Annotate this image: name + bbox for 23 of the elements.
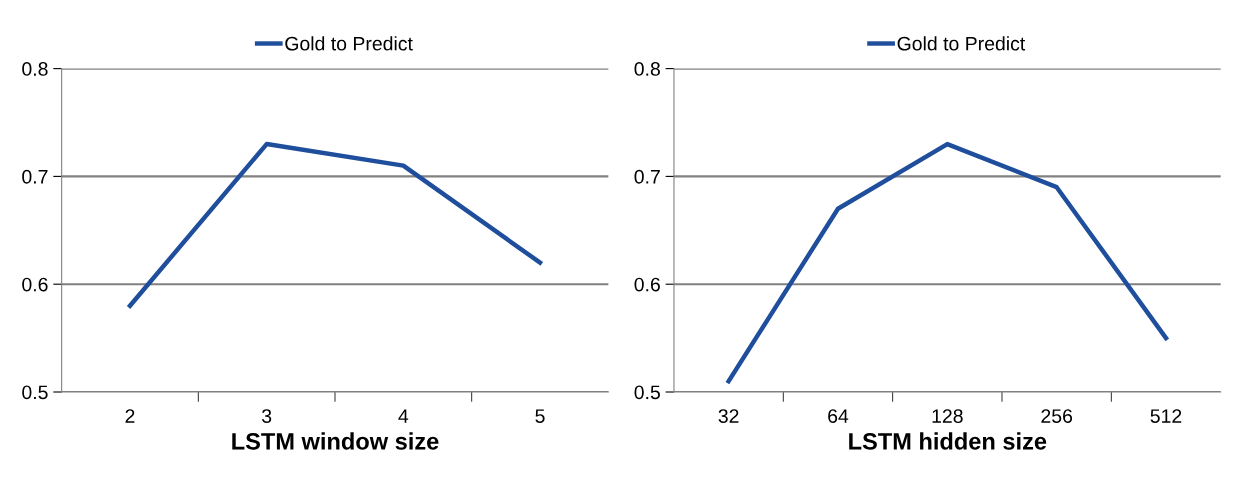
line-series: [127, 141, 543, 308]
x-tick-label: 32: [718, 409, 739, 423]
y-tick-label: 0.8: [634, 62, 660, 76]
x-tick-label: 2: [125, 409, 135, 423]
y-tick-label: 0.6: [634, 277, 660, 292]
legend-label: Gold to Predict: [897, 36, 1026, 51]
y-tick-label: 0.7: [634, 169, 660, 184]
y-tick-label: 0.8: [22, 62, 48, 76]
x-tick-label: 4: [398, 409, 409, 423]
x-tick-label: 128: [932, 409, 963, 423]
x-tick-label: 256: [1041, 409, 1073, 423]
x-tick-label: 64: [828, 409, 849, 423]
x-axis-title: LSTM hidden size: [849, 432, 1047, 450]
x-tick-label: 3: [262, 409, 272, 423]
line-series: [726, 141, 1169, 384]
x-axis-title: LSTM window size: [232, 432, 439, 450]
x-tick-label: 5: [535, 409, 545, 423]
y-tick-label: 0.7: [22, 169, 48, 184]
y-tick-label: 0.5: [22, 385, 48, 400]
y-tick-label: 0.5: [634, 385, 660, 400]
legend-label: Gold to Predict: [285, 36, 413, 51]
x-tick-label: 512: [1150, 409, 1182, 423]
y-tick-label: 0.6: [22, 277, 48, 292]
